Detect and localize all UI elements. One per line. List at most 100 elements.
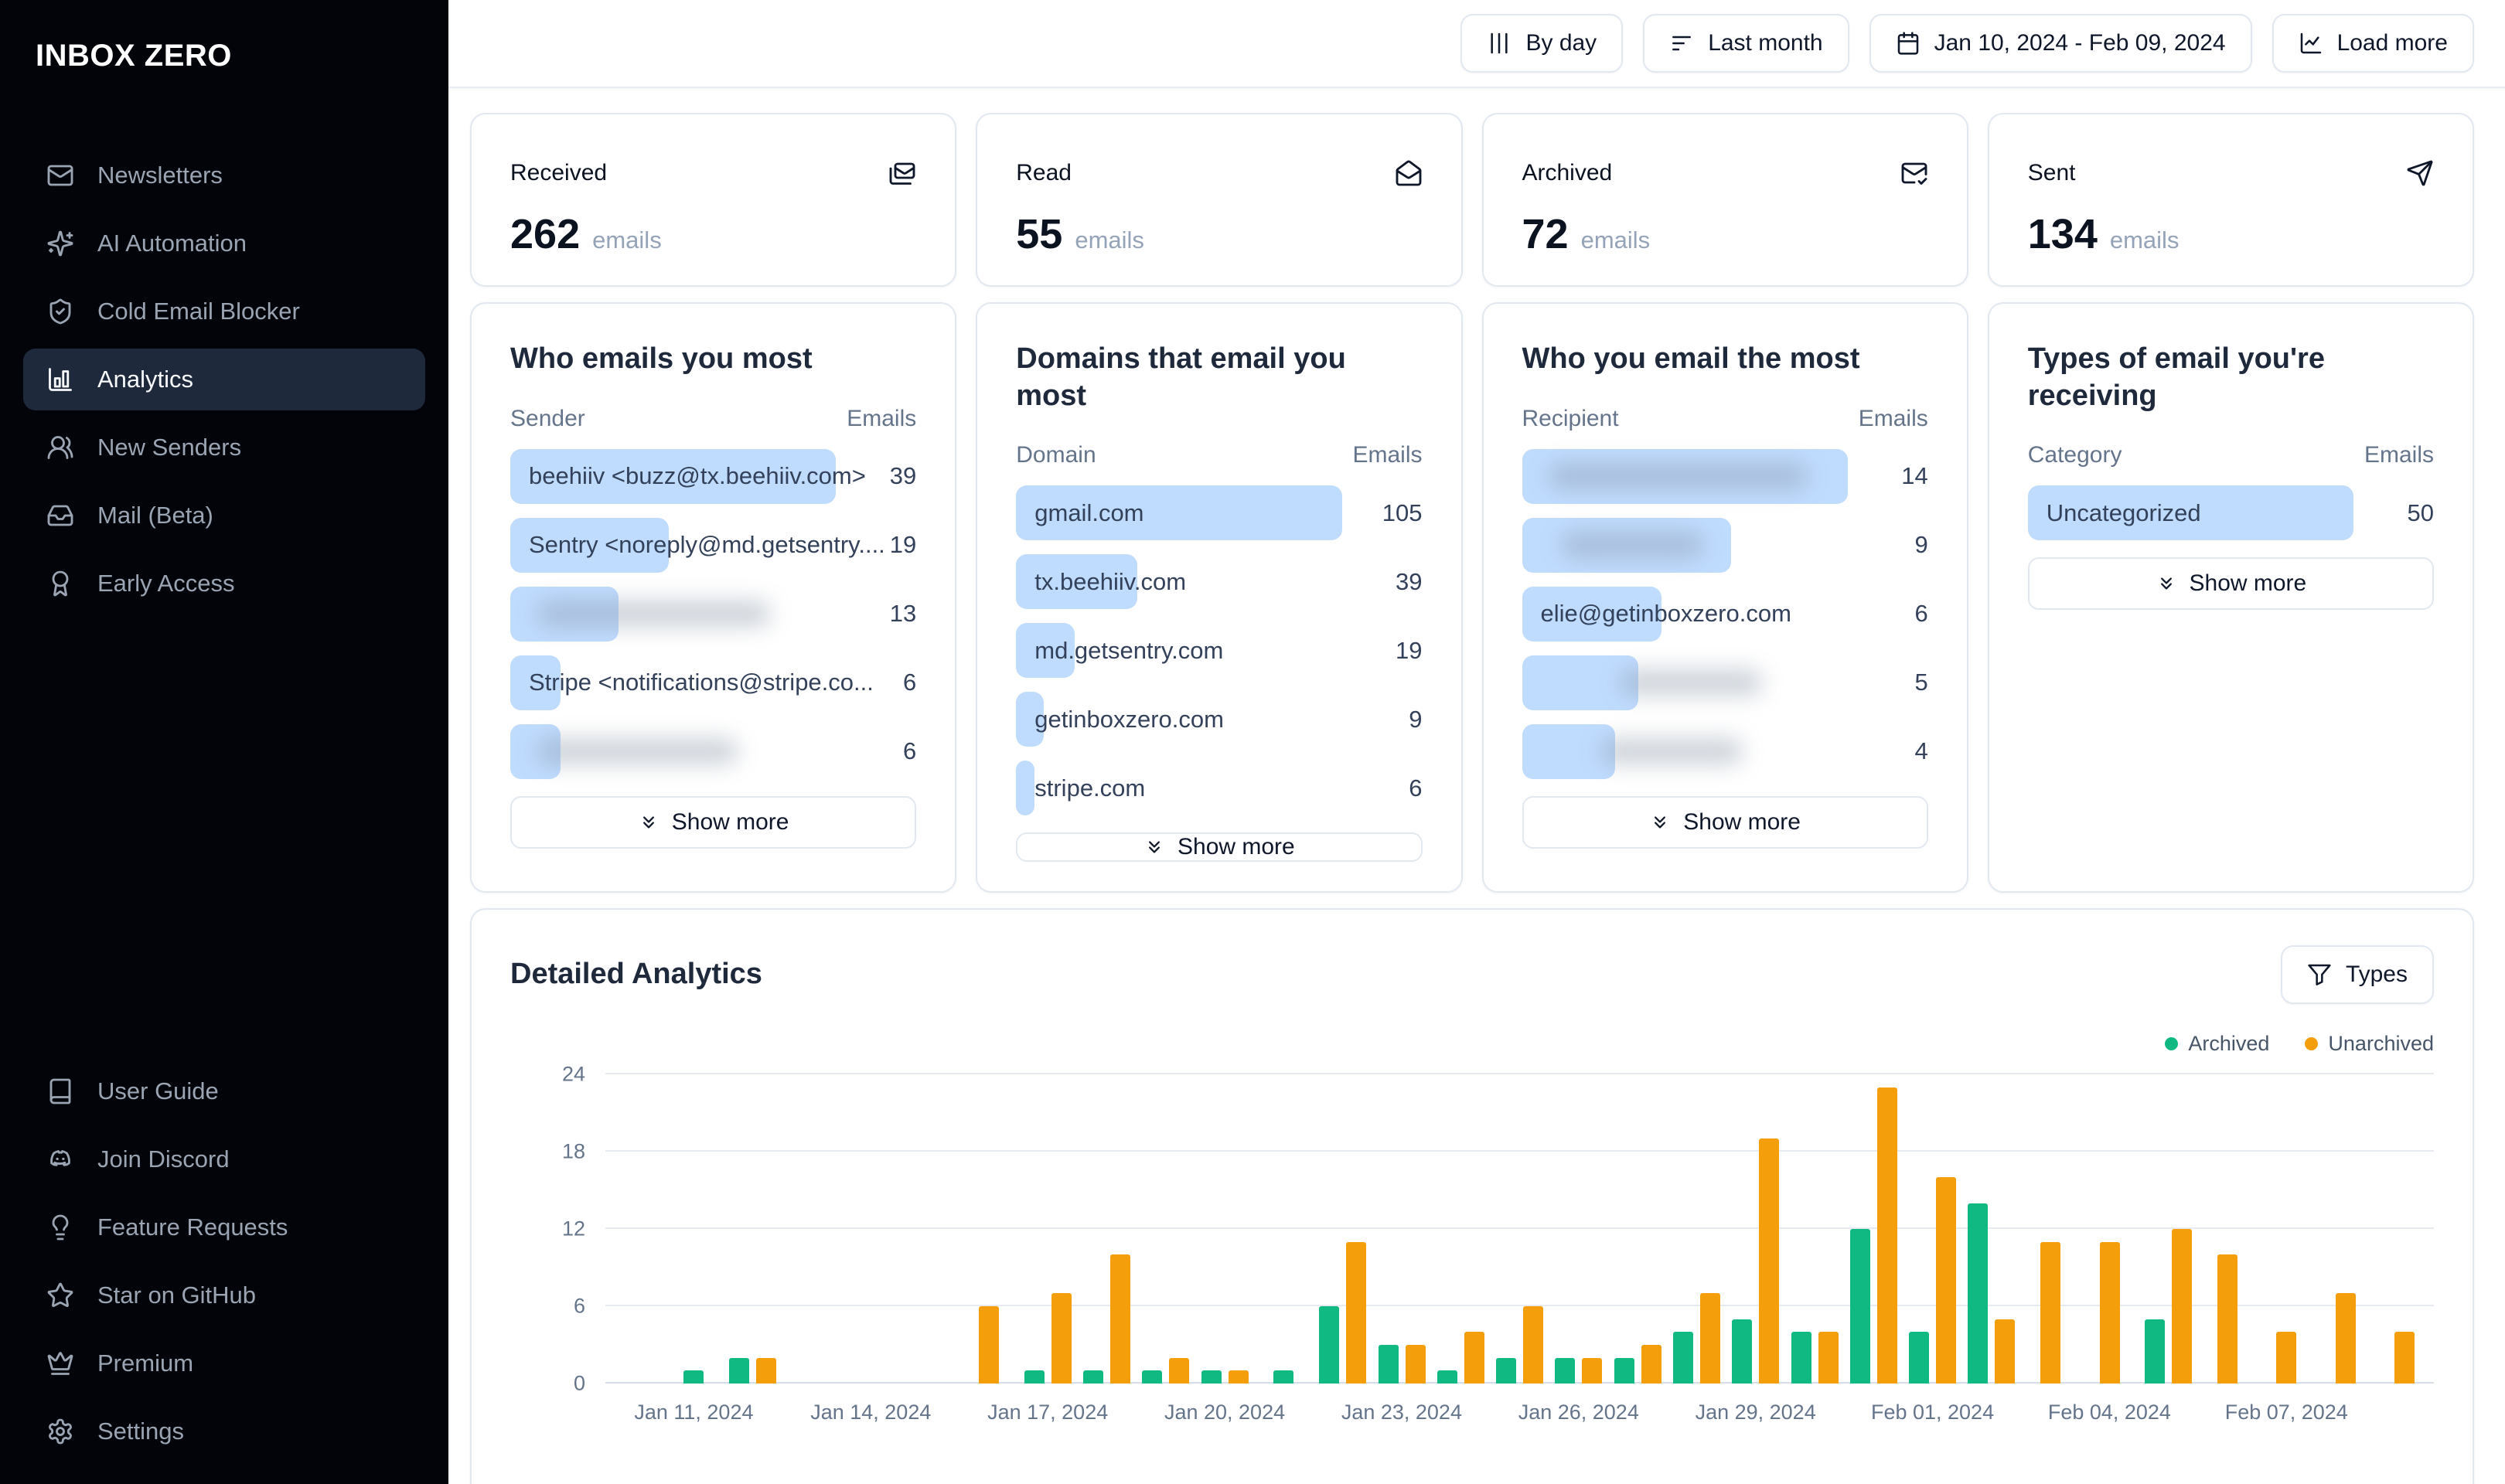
load-more-button[interactable]: Load more	[2272, 14, 2474, 73]
list-item[interactable]: 4	[1522, 723, 1928, 779]
archived-bar[interactable]	[1496, 1357, 1517, 1384]
chart-day-group-feb-06-2024[interactable]	[2198, 1074, 2257, 1384]
chart-day-group-feb-07-2024[interactable]	[2257, 1074, 2316, 1384]
list-item[interactable]: tx.beehiiv.com 39	[1016, 554, 1423, 609]
unarchived-bar[interactable]	[1346, 1241, 1367, 1384]
list-item[interactable]: beehiiv <buzz@tx.beehiiv.com> 39	[510, 448, 916, 504]
archived-bar[interactable]	[1672, 1332, 1693, 1384]
chart-day-group-jan-23-2024[interactable]	[1372, 1074, 1431, 1384]
sidebar-item-ai-automation[interactable]: AI Automation	[23, 213, 425, 274]
archived-bar[interactable]	[1614, 1357, 1634, 1384]
unarchived-bar[interactable]	[1818, 1332, 1839, 1384]
unarchived-bar[interactable]	[2394, 1332, 2415, 1384]
unarchived-bar[interactable]	[1051, 1293, 1072, 1384]
types-filter-button[interactable]: Types	[2280, 945, 2434, 1004]
unarchived-bar[interactable]	[1405, 1345, 1426, 1384]
unarchived-bar[interactable]	[978, 1306, 999, 1384]
sidebar-item-premium[interactable]: Premium	[23, 1333, 425, 1394]
chart-day-group-jan-15-2024[interactable]	[900, 1074, 959, 1384]
unarchived-bar[interactable]	[1582, 1357, 1603, 1384]
list-item[interactable]: 13	[510, 586, 916, 642]
sidebar-item-star-on-github[interactable]: Star on GitHub	[23, 1264, 425, 1326]
archived-bar[interactable]	[1273, 1370, 1294, 1384]
list-item[interactable]: md.getsentry.com 19	[1016, 623, 1423, 678]
chart-day-group-feb-09-2024[interactable]	[2375, 1074, 2434, 1384]
unarchived-bar[interactable]	[1110, 1254, 1131, 1384]
unarchived-bar[interactable]	[1228, 1370, 1249, 1384]
unarchived-bar[interactable]	[756, 1357, 777, 1384]
archived-bar[interactable]	[1849, 1229, 1870, 1384]
archived-bar[interactable]	[1024, 1370, 1045, 1384]
chart-day-group-jan-29-2024[interactable]	[1726, 1074, 1785, 1384]
archived-bar[interactable]	[2145, 1319, 2166, 1384]
chart-day-group-feb-02-2024[interactable]	[1962, 1074, 2021, 1384]
unarchived-bar[interactable]	[1876, 1087, 1897, 1384]
app-logo[interactable]: INBOX ZERO	[36, 39, 232, 73]
unarchived-bar[interactable]	[1169, 1357, 1190, 1384]
show-more-button[interactable]: Show more	[510, 795, 917, 849]
show-more-button[interactable]: Show more	[2027, 557, 2434, 610]
list-item[interactable]: Uncategorized 50	[2027, 485, 2434, 540]
chart-day-group-jan-12-2024[interactable]	[724, 1074, 782, 1384]
list-item[interactable]: gmail.com 105	[1016, 485, 1423, 540]
list-item[interactable]: Stripe <notifications@stripe.co... 6	[510, 655, 916, 710]
list-item[interactable]: getinboxzero.com 9	[1016, 692, 1423, 747]
period-select-button[interactable]: Last month	[1643, 14, 1849, 73]
sidebar-item-analytics[interactable]: Analytics	[23, 349, 425, 410]
list-item[interactable]: 5	[1522, 655, 1928, 710]
unarchived-bar[interactable]	[2040, 1241, 2061, 1384]
sidebar-item-settings[interactable]: Settings	[23, 1401, 425, 1462]
chart-day-group-jan-28-2024[interactable]	[1667, 1074, 1726, 1384]
sidebar-item-cold-email-blocker[interactable]: Cold Email Blocker	[23, 281, 425, 342]
list-item[interactable]: elie@getinboxzero.com 6	[1522, 586, 1928, 642]
archived-bar[interactable]	[1378, 1345, 1399, 1384]
unarchived-bar[interactable]	[1995, 1319, 2016, 1384]
archived-bar[interactable]	[1791, 1332, 1811, 1384]
chart-day-group-jan-11-2024[interactable]	[664, 1074, 723, 1384]
sidebar-item-newsletters[interactable]: Newsletters	[23, 145, 425, 206]
unarchived-bar[interactable]	[1936, 1177, 1957, 1384]
chart-day-group-feb-01-2024[interactable]	[1903, 1074, 1962, 1384]
chart-day-group-jan-13-2024[interactable]	[782, 1074, 841, 1384]
archived-bar[interactable]	[1437, 1370, 1457, 1384]
unarchived-bar[interactable]	[2172, 1229, 2193, 1384]
chart-day-group-jan-21-2024[interactable]	[1254, 1074, 1313, 1384]
chart-day-group-jan-17-2024[interactable]	[1018, 1074, 1077, 1384]
archived-bar[interactable]	[1909, 1332, 1930, 1384]
archived-bar[interactable]	[729, 1357, 750, 1384]
list-item[interactable]: stripe.com 6	[1016, 761, 1423, 815]
unarchived-bar[interactable]	[1759, 1139, 1780, 1384]
chart-day-group-jan-22-2024[interactable]	[1314, 1074, 1372, 1384]
archived-bar[interactable]	[683, 1370, 704, 1384]
chart-day-group-jan-19-2024[interactable]	[1137, 1074, 1195, 1384]
unarchived-bar[interactable]	[2099, 1241, 2120, 1384]
sidebar-item-user-guide[interactable]: User Guide	[23, 1060, 425, 1122]
list-item[interactable]: 6	[510, 723, 916, 779]
chart-day-group-jan-24-2024[interactable]	[1431, 1074, 1490, 1384]
archived-bar[interactable]	[1732, 1319, 1753, 1384]
sidebar-item-new-senders[interactable]: New Senders	[23, 417, 425, 478]
unarchived-bar[interactable]	[2276, 1332, 2297, 1384]
chart-day-group-feb-08-2024[interactable]	[2316, 1074, 2375, 1384]
sidebar-item-feature-requests[interactable]: Feature Requests	[23, 1196, 425, 1258]
chart-day-group-jan-26-2024[interactable]	[1549, 1074, 1608, 1384]
chart-day-group-jan-18-2024[interactable]	[1077, 1074, 1136, 1384]
sidebar-item-join-discord[interactable]: Join Discord	[23, 1128, 425, 1190]
chart-day-group-jan-31-2024[interactable]	[1844, 1074, 1903, 1384]
chart-day-group-jan-30-2024[interactable]	[1785, 1074, 1844, 1384]
chart-day-group-jan-14-2024[interactable]	[841, 1074, 900, 1384]
list-item[interactable]: 9	[1522, 517, 1928, 573]
archived-bar[interactable]	[1201, 1370, 1222, 1384]
unarchived-bar[interactable]	[1699, 1293, 1720, 1384]
unarchived-bar[interactable]	[1464, 1332, 1484, 1384]
chart-day-group-feb-03-2024[interactable]	[2021, 1074, 2080, 1384]
chart-day-group-jan-25-2024[interactable]	[1490, 1074, 1549, 1384]
group-by-day-button[interactable]: By day	[1460, 14, 1624, 73]
chart-day-group-feb-05-2024[interactable]	[2139, 1074, 2198, 1384]
list-item[interactable]: Sentry <noreply@md.getsentry.... 19	[510, 517, 916, 573]
unarchived-bar[interactable]	[2335, 1293, 2356, 1384]
archived-bar[interactable]	[1555, 1357, 1576, 1384]
unarchived-bar[interactable]	[1523, 1306, 1544, 1384]
archived-bar[interactable]	[1968, 1203, 1989, 1384]
unarchived-bar[interactable]	[2217, 1254, 2238, 1384]
